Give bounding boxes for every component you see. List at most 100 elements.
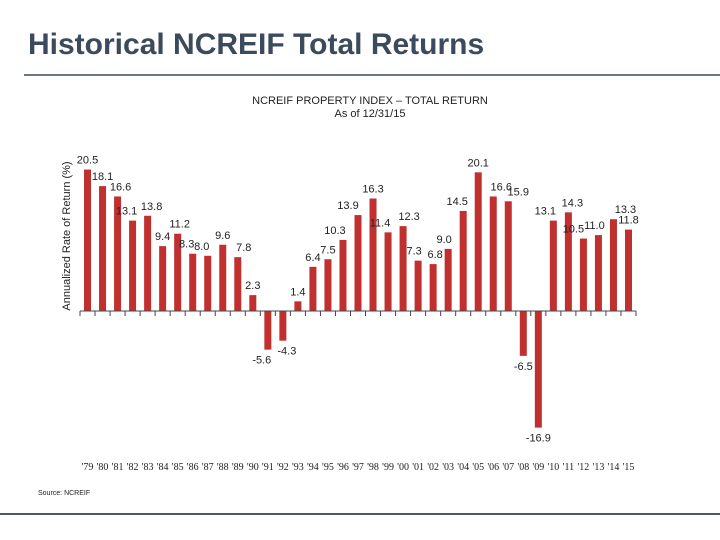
data-label: 9.6 xyxy=(215,230,230,242)
category-label: '03 xyxy=(442,462,454,473)
category-label: '90 xyxy=(247,462,259,473)
bar-12 xyxy=(579,238,587,311)
category-label: '86 xyxy=(187,462,199,473)
bar-96 xyxy=(339,239,347,311)
category-label: '93 xyxy=(292,462,304,473)
bar-83 xyxy=(144,215,152,311)
chart-title: NCREIF PROPERTY INDEX – TOTAL RETURN xyxy=(252,95,488,107)
data-label: 13.3 xyxy=(615,204,636,216)
bar-91 xyxy=(264,311,272,350)
category-label: '05 xyxy=(472,462,484,473)
source-note: Source: NCREIF xyxy=(38,490,91,497)
category-label: '87 xyxy=(202,462,214,473)
category-label: '14 xyxy=(608,462,620,473)
bar-07 xyxy=(504,201,512,311)
bar-95 xyxy=(324,259,332,311)
bar-88 xyxy=(219,244,227,311)
bar-97 xyxy=(354,215,362,311)
data-label: 20.1 xyxy=(468,157,489,169)
bar-09 xyxy=(534,311,542,428)
category-label: '10 xyxy=(547,462,559,473)
data-label: -16.9 xyxy=(526,433,551,445)
chart-subtitle: As of 12/31/15 xyxy=(334,108,406,120)
data-label: 13.9 xyxy=(337,200,358,212)
data-label: 6.4 xyxy=(305,252,320,264)
data-label: -4.3 xyxy=(277,346,296,358)
bar-00 xyxy=(399,226,407,311)
category-label: '85 xyxy=(172,462,184,473)
data-label: 8.0 xyxy=(194,241,209,253)
category-label: '88 xyxy=(217,462,229,473)
title-divider xyxy=(24,74,720,76)
category-label: '96 xyxy=(337,462,349,473)
category-label: '89 xyxy=(232,462,244,473)
bar-80 xyxy=(99,186,107,311)
category-label: '82 xyxy=(127,462,139,473)
data-label: 9.4 xyxy=(155,231,170,243)
data-label: 6.8 xyxy=(427,249,442,261)
category-label: '09 xyxy=(532,462,544,473)
bar-05 xyxy=(474,172,482,311)
data-label: 13.1 xyxy=(116,206,137,218)
bar-79 xyxy=(84,169,92,311)
category-label: '13 xyxy=(593,462,605,473)
category-label: '94 xyxy=(307,462,319,473)
bar-06 xyxy=(489,196,497,311)
bar-15 xyxy=(624,229,632,311)
category-label: '99 xyxy=(382,462,394,473)
bar-85 xyxy=(174,233,182,311)
bar-01 xyxy=(414,260,422,311)
data-label: 11.4 xyxy=(370,217,391,229)
data-label: 7.8 xyxy=(236,242,251,254)
data-label: 13.8 xyxy=(141,201,162,213)
data-label: 14.5 xyxy=(446,196,467,208)
data-label: 11.0 xyxy=(584,220,605,232)
category-label: '12 xyxy=(577,462,589,473)
bar-90 xyxy=(249,295,257,311)
bar-84 xyxy=(159,246,167,311)
bar-08 xyxy=(519,311,527,356)
data-label: 16.6 xyxy=(491,181,512,193)
bar-03 xyxy=(444,248,452,311)
y-axis-label: Annualized Rate of Return (%) xyxy=(61,161,73,310)
data-label: 13.1 xyxy=(535,206,556,218)
bar-98 xyxy=(369,198,377,311)
data-label: 14.3 xyxy=(562,197,583,209)
category-label: '84 xyxy=(157,462,169,473)
bar-13 xyxy=(594,235,602,311)
bar-89 xyxy=(234,257,242,311)
bar-92 xyxy=(279,311,287,341)
category-label: '08 xyxy=(517,462,529,473)
category-label: '15 xyxy=(623,462,635,473)
category-label: '97 xyxy=(352,462,364,473)
bar-81 xyxy=(114,196,122,311)
category-label: '83 xyxy=(142,462,154,473)
data-label: 15.9 xyxy=(508,186,529,198)
bar-93 xyxy=(294,301,302,311)
bar-10 xyxy=(549,220,557,311)
bar-14 xyxy=(609,219,617,311)
bar-04 xyxy=(459,210,467,311)
bar-02 xyxy=(429,264,437,311)
category-label: '02 xyxy=(427,462,439,473)
data-label: 20.5 xyxy=(77,155,98,167)
category-label: '00 xyxy=(397,462,409,473)
data-label: 11.8 xyxy=(618,215,639,227)
data-label: 8.3 xyxy=(179,239,194,251)
category-label: '07 xyxy=(502,462,514,473)
category-label: '98 xyxy=(367,462,379,473)
bar-86 xyxy=(189,253,197,311)
slide-title: Historical NCREIF Total Returns xyxy=(28,28,485,61)
bottom-divider xyxy=(0,513,720,515)
bar-82 xyxy=(129,220,137,311)
category-label: '81 xyxy=(112,462,124,473)
category-label: '11 xyxy=(563,462,574,473)
data-label: -6.5 xyxy=(514,361,533,373)
bar-87 xyxy=(204,255,212,311)
category-label: '80 xyxy=(97,462,109,473)
data-label: 18.1 xyxy=(92,171,113,183)
data-label: 16.3 xyxy=(362,184,383,196)
category-label: '92 xyxy=(277,462,289,473)
category-label: '01 xyxy=(412,462,424,473)
